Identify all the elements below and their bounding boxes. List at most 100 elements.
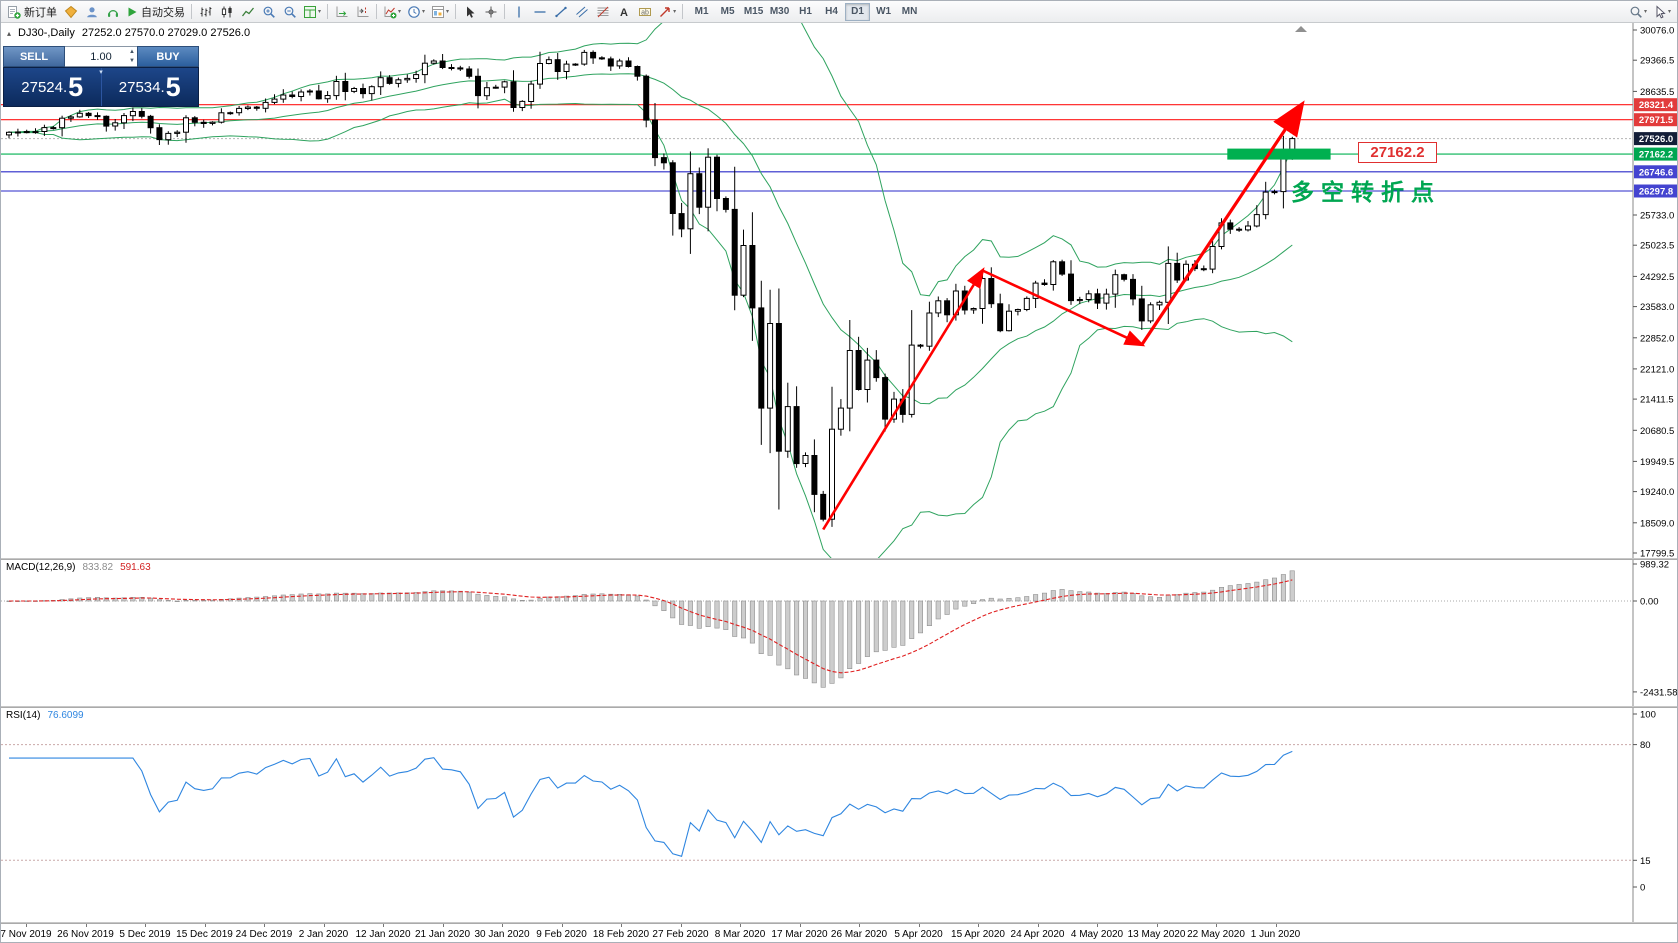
- date-label: 30 Jan 2020: [474, 929, 530, 940]
- svg-text:25733.0: 25733.0: [1640, 211, 1674, 222]
- crosshair-icon: [484, 5, 498, 19]
- line-chart-button[interactable]: [237, 2, 258, 21]
- bar-chart-button[interactable]: [195, 2, 216, 21]
- candlestick-chart-button[interactable]: [216, 2, 237, 21]
- timeframe-w1[interactable]: W1: [871, 3, 896, 21]
- tile-windows-icon: [303, 5, 317, 19]
- one-click-trading-panel: SELL 1.00 ▲ ▼ BUY 27524. 5 27534. 5 ▾: [3, 46, 199, 107]
- panel-divider[interactable]: [1, 558, 1677, 560]
- timeframe-d1[interactable]: D1: [845, 2, 871, 21]
- arrows-tool-button[interactable]: ▾: [655, 2, 679, 21]
- svg-text:26297.8: 26297.8: [1639, 187, 1673, 198]
- auto-trading-icon: [126, 6, 138, 18]
- toolbar-separator: [376, 4, 378, 19]
- toolbar-separator: [191, 4, 192, 19]
- new-order-button[interactable]: 新订单: [4, 2, 60, 21]
- line-chart-icon: [241, 5, 255, 19]
- pivot-price-label[interactable]: 27162.2: [1358, 142, 1437, 163]
- channel-button[interactable]: [571, 2, 592, 21]
- timeframe-h4[interactable]: H4: [819, 3, 844, 21]
- time-tick: [204, 924, 206, 927]
- chart-title: ▴ DJ30-,Daily 27252.0 27570.0 27029.0 27…: [7, 27, 250, 39]
- date-label: 24 Apr 2020: [1010, 929, 1065, 940]
- hline-icon: [533, 5, 547, 19]
- buy-button[interactable]: BUY: [137, 46, 199, 67]
- chart-shift-button[interactable]: [352, 2, 373, 21]
- sell-button[interactable]: SELL: [3, 46, 65, 67]
- channel-icon: [575, 5, 589, 19]
- time-axis[interactable]: 7 Nov 2019 26 Nov 2019 5 Dec 2019 15 Dec 20…: [1, 924, 1677, 942]
- auto-trading-label: 自动交易: [141, 6, 185, 19]
- dropdown-caret-icon: ▾: [422, 9, 426, 15]
- dropdown-caret-icon: ▾: [1643, 9, 1647, 15]
- vertical-line-button[interactable]: [508, 2, 529, 21]
- rsi-panel[interactable]: 100 80 15 0: [1, 708, 1678, 922]
- text-tool-button[interactable]: A: [613, 2, 634, 21]
- svg-text:23583.0: 23583.0: [1640, 302, 1674, 313]
- arrow-shape-icon: [658, 5, 672, 19]
- templates-icon: [431, 5, 445, 19]
- time-tick: [740, 924, 741, 927]
- macd-panel[interactable]: 989.32 0.00 -2431.58: [1, 560, 1678, 706]
- tile-windows-button[interactable]: ▾: [300, 2, 324, 21]
- signals-button[interactable]: [102, 2, 123, 21]
- macd-label: MACD(12,26,9): [6, 562, 76, 573]
- label-tool-button[interactable]: ab: [634, 2, 655, 21]
- timeframe-m1[interactable]: M1: [689, 3, 714, 21]
- date-label: 9 Feb 2020: [536, 929, 587, 940]
- turning-point-text[interactable]: 多空转折点: [1291, 179, 1441, 205]
- svg-text:20680.5: 20680.5: [1640, 426, 1674, 437]
- dropdown-caret-icon: ▾: [1667, 9, 1671, 15]
- date-label: 5 Apr 2020: [894, 929, 943, 940]
- timeframe-m15[interactable]: M15: [741, 3, 766, 21]
- timeframe-m5[interactable]: M5: [715, 3, 740, 21]
- market-button[interactable]: [60, 2, 81, 21]
- timeframe-m30[interactable]: M30: [767, 3, 792, 21]
- zoom-out-button[interactable]: [279, 2, 300, 21]
- svg-text:ab: ab: [641, 9, 649, 16]
- svg-text:27971.5: 27971.5: [1639, 115, 1674, 126]
- trendline-icon: [554, 5, 568, 19]
- templates-button[interactable]: ▾: [428, 2, 452, 21]
- collapse-arrow-icon[interactable]: ▴: [7, 28, 12, 38]
- auto-trading-button[interactable]: 自动交易: [123, 2, 188, 21]
- time-tick: [621, 924, 622, 927]
- date-label: 24 Dec 2019: [235, 929, 293, 940]
- volume-spinner[interactable]: ▲ ▼: [129, 48, 135, 66]
- svg-text:28635.5: 28635.5: [1640, 87, 1674, 98]
- timeframe-h1[interactable]: H1: [793, 3, 818, 21]
- fibonacci-button[interactable]: [592, 2, 613, 21]
- svg-text:30076.0: 30076.0: [1640, 26, 1674, 37]
- time-tick: [859, 924, 860, 927]
- community-icon: [85, 5, 99, 19]
- trendline-button[interactable]: [550, 2, 571, 21]
- periods-button[interactable]: ▾: [404, 2, 428, 21]
- sell-price-button[interactable]: 27524. 5: [21, 71, 84, 102]
- auto-scroll-button[interactable]: [331, 2, 352, 21]
- date-label: 26 Mar 2020: [830, 929, 888, 940]
- indicators-button[interactable]: ▾: [380, 2, 404, 21]
- search-button[interactable]: ▾: [1626, 2, 1650, 21]
- spin-up-icon[interactable]: ▲: [129, 49, 135, 55]
- volume-input[interactable]: 1.00 ▲ ▼: [65, 46, 137, 67]
- community-button[interactable]: [81, 2, 102, 21]
- zoom-in-button[interactable]: [258, 2, 279, 21]
- time-tick: [680, 924, 682, 927]
- main-price-chart[interactable]: 30076.0 29366.5 28635.5 25733.0 25023.5 24292…: [1, 23, 1678, 558]
- horizontal-line-button[interactable]: [529, 2, 550, 21]
- date-label: 15 Dec 2019: [176, 929, 233, 940]
- panel-divider[interactable]: [1, 706, 1677, 708]
- pointer-mode-button[interactable]: ▾: [1650, 2, 1674, 21]
- cursor-button[interactable]: [459, 2, 480, 21]
- buy-price-button[interactable]: 27534. 5: [100, 68, 199, 106]
- crosshair-button[interactable]: [480, 2, 501, 21]
- date-label: 12 Jan 2020: [355, 929, 411, 940]
- periods-icon: [407, 5, 421, 19]
- fibonacci-icon: [596, 5, 610, 19]
- panel-collapse-icon[interactable]: ▾: [99, 69, 103, 76]
- svg-text:22121.0: 22121.0: [1640, 364, 1674, 375]
- spin-down-icon[interactable]: ▼: [129, 58, 135, 64]
- time-tick: [1275, 924, 1277, 927]
- svg-text:27162.2: 27162.2: [1639, 150, 1673, 161]
- timeframe-mn[interactable]: MN: [897, 3, 922, 21]
